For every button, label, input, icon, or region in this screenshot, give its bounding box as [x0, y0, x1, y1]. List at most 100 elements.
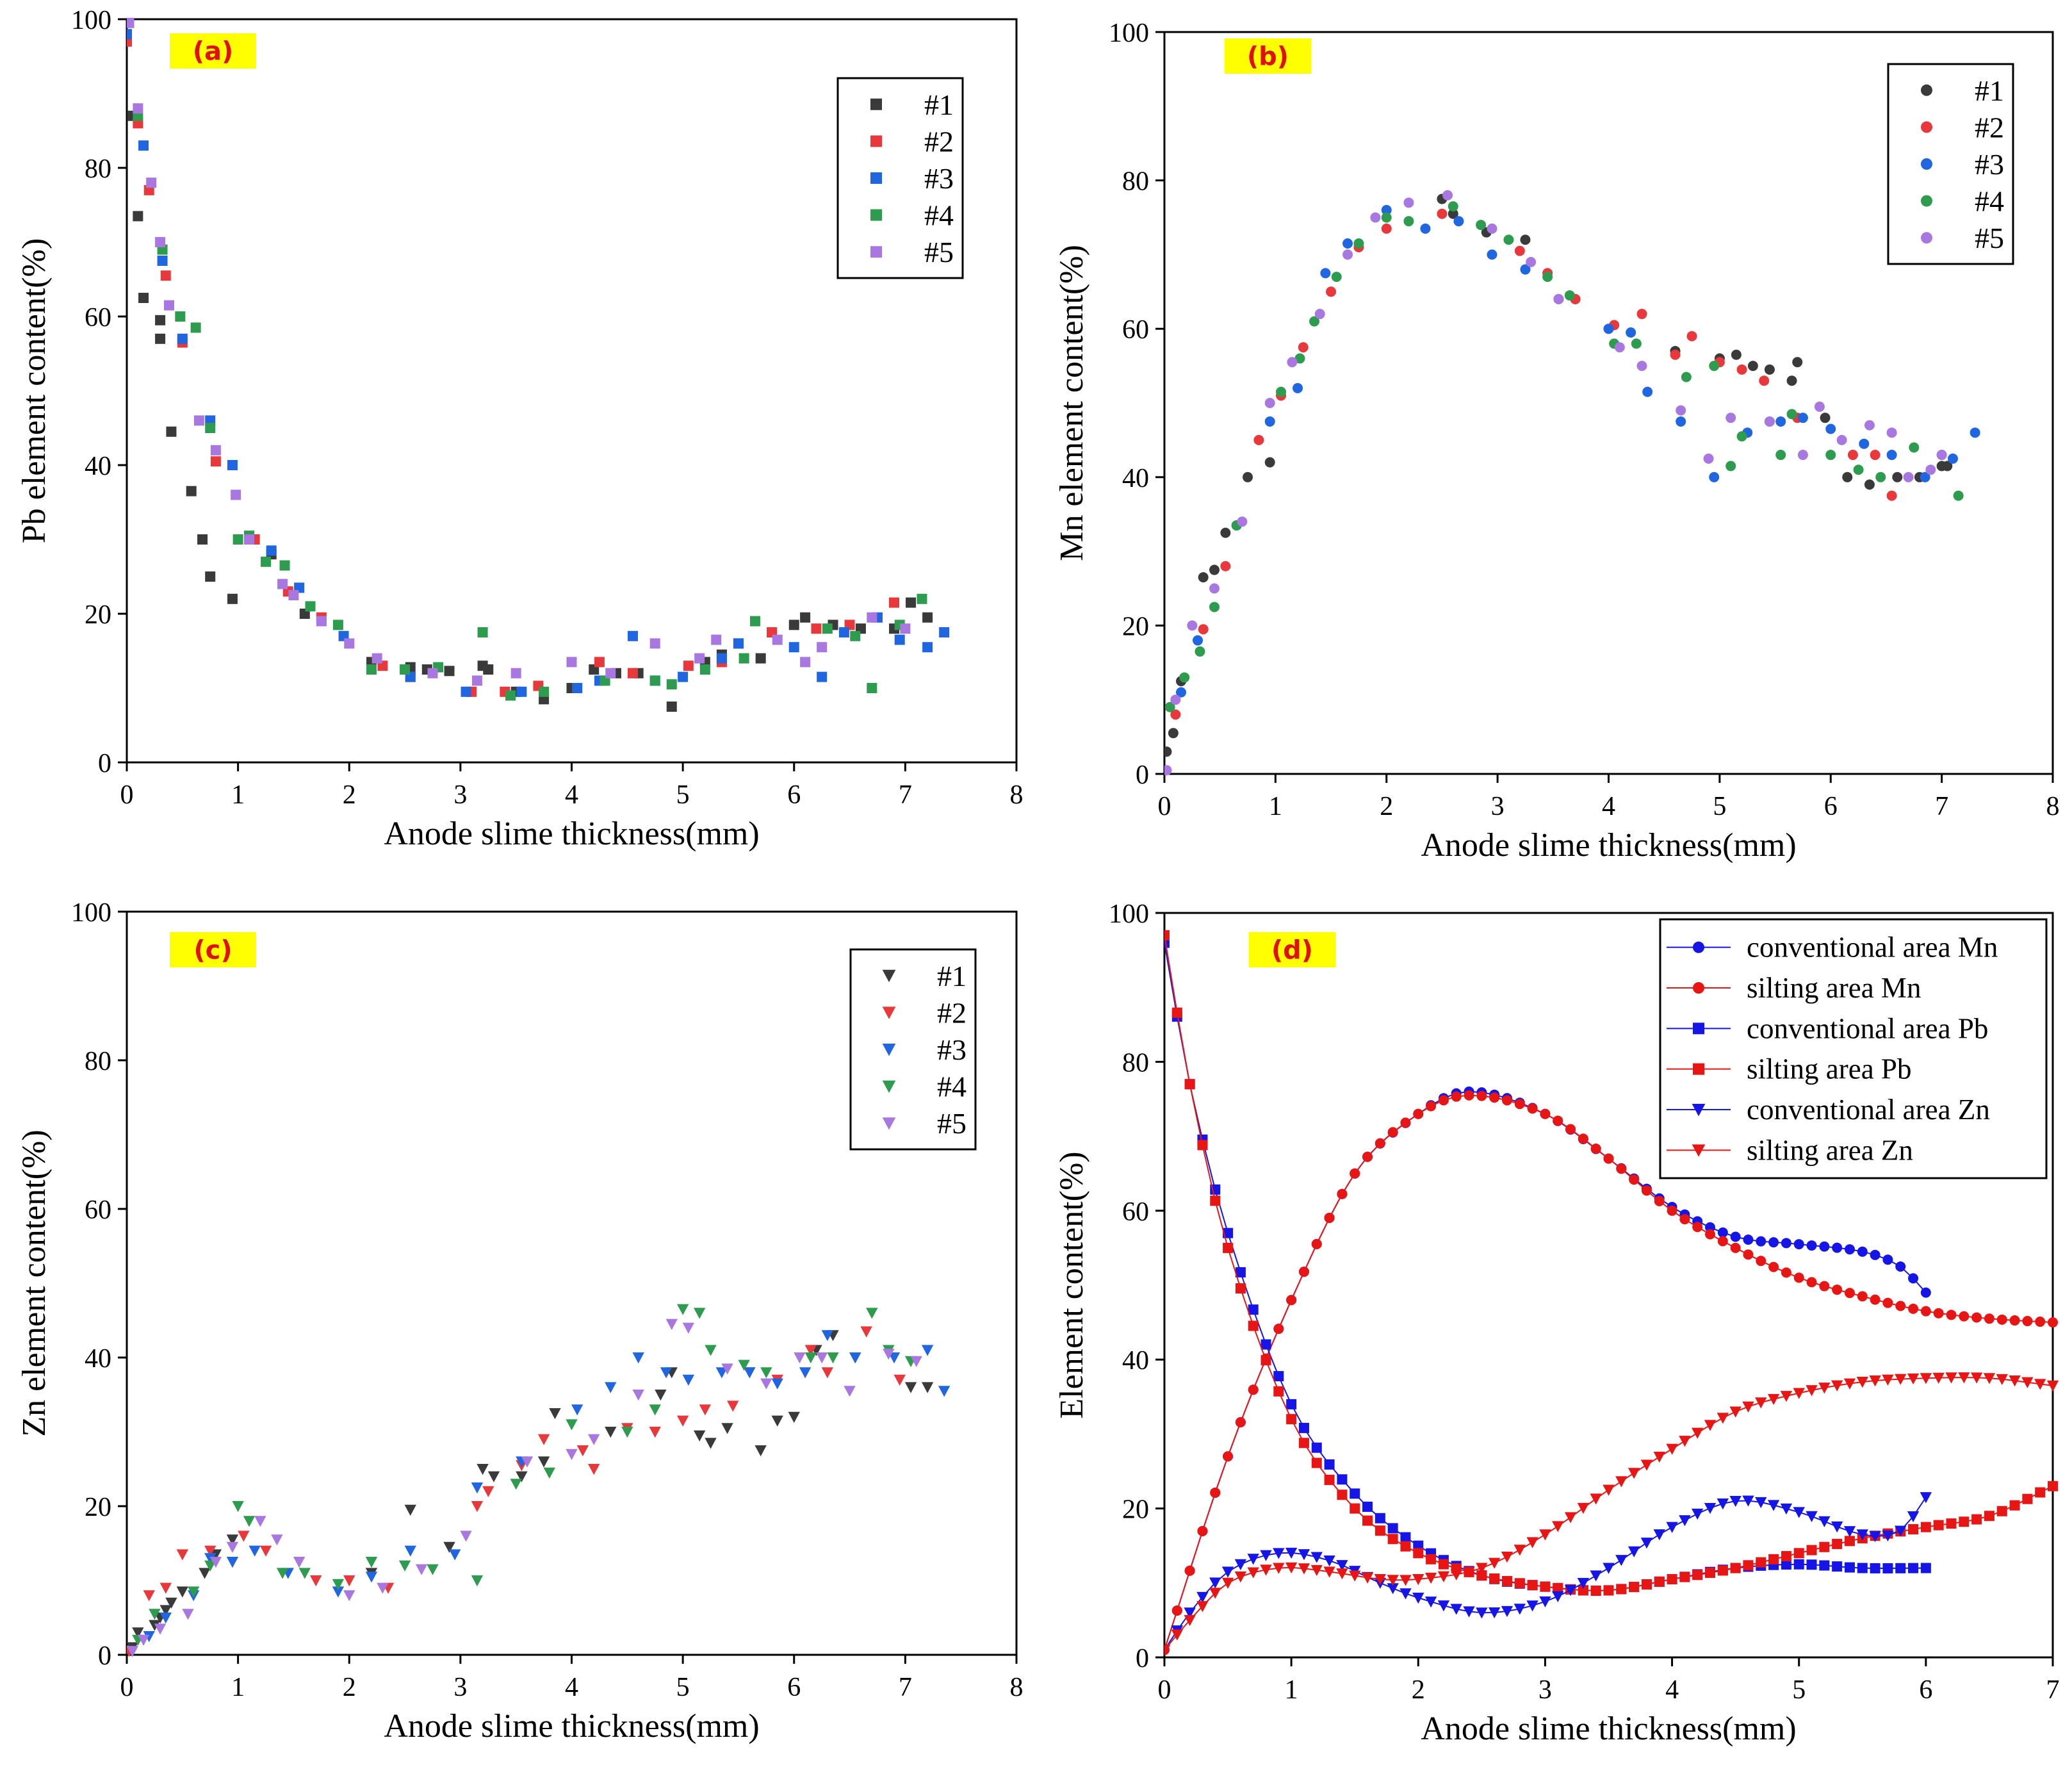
data-point-series-1	[477, 1464, 489, 1475]
data-point-series-4	[1209, 602, 1220, 612]
data-point-series-5	[154, 1623, 167, 1635]
data-point-series-5	[1442, 190, 1453, 201]
data-point-series-4	[666, 679, 677, 690]
data-point-series-5	[343, 1590, 355, 1602]
data-point-conventional-area-zn	[1399, 1588, 1412, 1600]
data-point-series-1	[205, 571, 216, 582]
data-point-silting-area-zn	[1221, 1577, 1234, 1589]
data-point-series-5	[1553, 293, 1564, 304]
panel-tag-background	[170, 33, 256, 69]
data-point-series-3	[838, 627, 849, 637]
data-point-silting-area-pb	[1641, 1579, 1652, 1590]
data-point-series-4	[867, 683, 877, 693]
data-point-conventional-area-zn	[1577, 1577, 1590, 1589]
data-point-series-1	[487, 1471, 500, 1482]
x-tick-label: 8	[1010, 780, 1024, 810]
data-point-conventional-area-pb	[1235, 1267, 1246, 1277]
y-tick-label: 20	[85, 1493, 111, 1522]
data-point-silting-area-pb	[1476, 1570, 1487, 1581]
data-point-series-5	[867, 612, 877, 623]
data-point-silting-area-mn	[1197, 1525, 1208, 1536]
data-point-conventional-area-pb	[1819, 1560, 1830, 1571]
data-point-silting-area-zn	[1856, 1377, 1868, 1388]
legend-label-series-3: #3	[924, 162, 954, 195]
data-point-series-2	[1636, 309, 1647, 320]
data-point-silting-area-zn	[1513, 1545, 1526, 1556]
data-point-silting-area-pb	[1793, 1548, 1804, 1559]
data-point-conventional-area-zn	[1387, 1583, 1399, 1595]
data-point-conventional-area-zn	[1603, 1563, 1615, 1574]
legend-label-series-4: #4	[1975, 185, 2004, 218]
data-point-series-2	[160, 270, 171, 281]
data-point-series-3	[332, 1586, 345, 1598]
data-point-series-1	[705, 1438, 717, 1449]
x-tick-label: 8	[1010, 1673, 1024, 1702]
data-point-silting-area-pb	[1527, 1580, 1538, 1591]
data-point-conventional-area-zn	[1552, 1591, 1564, 1603]
data-point-silting-area-pb	[2048, 1481, 2058, 1491]
data-point-series-3	[1381, 204, 1392, 215]
data-point-conventional-area-zn	[1234, 1559, 1247, 1570]
data-point-silting-area-zn	[1476, 1563, 1488, 1574]
y-tick-label: 100	[1109, 19, 1149, 48]
y-tick-label: 60	[85, 1195, 111, 1225]
data-point-silting-area-mn	[1171, 1605, 1182, 1616]
data-point-silting-area-zn	[1806, 1385, 1818, 1397]
data-point-silting-area-mn	[1451, 1091, 1462, 1102]
data-point-series-2	[1514, 245, 1525, 256]
data-point-silting-area-mn	[1984, 1313, 1995, 1324]
data-point-series-4	[749, 616, 760, 627]
data-point-series-2	[727, 1400, 739, 1412]
data-point-series-4	[365, 1557, 378, 1568]
data-point-conventional-area-pb	[1920, 1563, 1931, 1573]
data-point-series-4	[1331, 272, 1342, 283]
y-tick-label: 60	[1122, 1197, 1149, 1227]
data-point-series-1	[165, 1597, 177, 1609]
data-point-series-4	[738, 1359, 750, 1371]
data-point-series-5	[471, 675, 482, 686]
data-point-series-3	[1642, 386, 1653, 397]
data-point-silting-area-pb	[1324, 1474, 1335, 1485]
data-point-conventional-area-zn	[1692, 1508, 1704, 1520]
data-point-silting-area-mn	[1819, 1281, 1830, 1292]
data-point-conventional-area-zn	[1247, 1554, 1259, 1565]
data-point-series-3	[571, 1404, 583, 1416]
data-point-series-2	[676, 1415, 689, 1427]
data-point-series-1	[443, 1541, 455, 1553]
x-tick-label: 0	[120, 1673, 134, 1702]
data-point-series-1	[666, 702, 677, 712]
data-point-series-5	[1936, 450, 1947, 461]
data-point-silting-area-mn	[1210, 1487, 1221, 1498]
data-point-series-2	[649, 1427, 661, 1438]
data-point-series-5	[1903, 472, 1914, 482]
data-point-conventional-area-zn	[1767, 1500, 1780, 1511]
data-point-series-5	[1287, 357, 1298, 368]
data-point-silting-area-pb	[1971, 1514, 1982, 1525]
data-point-silting-area-pb	[1426, 1554, 1437, 1564]
data-point-series-5	[844, 1386, 856, 1397]
data-point-series-5	[1209, 583, 1220, 594]
data-point-conventional-area-zn	[1450, 1604, 1462, 1615]
data-point-series-4	[1709, 361, 1720, 372]
data-point-silting-area-mn	[2022, 1316, 2033, 1327]
data-point-silting-area-mn	[1768, 1261, 1779, 1272]
data-point-series-5	[460, 1531, 472, 1542]
x-tick-label: 3	[1491, 792, 1505, 821]
data-point-conventional-area-pb	[1324, 1459, 1335, 1470]
data-point-series-2	[143, 1590, 155, 1602]
data-point-series-3	[682, 1374, 695, 1386]
data-point-series-4	[477, 627, 488, 637]
data-point-conventional-area-mn	[1756, 1236, 1766, 1247]
data-point-series-5	[910, 1356, 922, 1367]
data-point-series-2	[1670, 349, 1681, 360]
data-point-series-4	[510, 1479, 522, 1490]
data-point-conventional-area-pb	[1857, 1563, 1868, 1573]
data-point-series-3	[159, 1613, 172, 1624]
data-point-conventional-area-mn	[1908, 1273, 1919, 1284]
data-point-silting-area-mn	[1717, 1236, 1728, 1247]
data-point-series-4	[676, 1304, 689, 1315]
legend-label-series-1: #1	[924, 88, 954, 121]
data-point-series-4	[1725, 461, 1736, 472]
data-point-series-1	[1792, 357, 1803, 368]
